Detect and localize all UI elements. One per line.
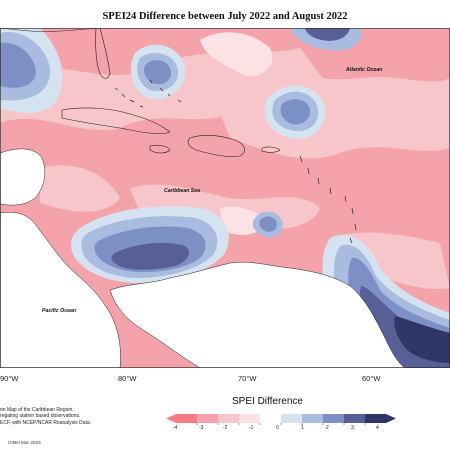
land-south-america xyxy=(109,261,406,368)
colorbar-swatch xyxy=(260,414,281,423)
field-white-band xyxy=(200,32,273,77)
legend-tick-label: 4 xyxy=(376,425,379,431)
colorbar-swatch xyxy=(323,414,344,423)
land-cuba xyxy=(61,107,171,134)
lon-label-90w: 90°W xyxy=(0,374,19,383)
credit-label: CIMH Mar-2023 xyxy=(8,440,41,445)
land-central-america xyxy=(0,212,121,368)
colorbar-legend xyxy=(166,414,396,425)
legend-title: SPEI Difference xyxy=(232,396,303,407)
land-hispaniola xyxy=(187,135,245,157)
colorbar-swatch xyxy=(176,414,197,423)
colorbar-swatch xyxy=(197,414,218,423)
land-yucatan xyxy=(0,148,46,206)
land-bahamas xyxy=(114,79,182,108)
source-line: on Map of the Caribbean Region. xyxy=(0,407,74,413)
lon-label-70w: 70°W xyxy=(238,374,257,383)
colorbar-swatch xyxy=(302,414,323,423)
colorbar-arrow-high xyxy=(386,414,396,423)
land-lesser-antilles xyxy=(299,155,357,244)
legend-tick-label: -4 xyxy=(173,425,178,431)
lon-label-60w: 60°W xyxy=(362,374,381,383)
legend-tick-label: -1 xyxy=(249,425,254,431)
colorbar-arrow-low xyxy=(166,414,176,423)
map-title: SPEI24 Difference between July 2022 and … xyxy=(102,11,348,22)
lon-label-80w: 80°W xyxy=(118,374,137,383)
source-note: on Map of the Caribbean Region. regating… xyxy=(0,407,120,426)
legend-tick-label: 2 xyxy=(326,425,329,431)
colorbar-swatch xyxy=(365,414,386,423)
legend-tick-label: 0 xyxy=(276,425,279,431)
legend-tick-label: -2 xyxy=(223,425,228,431)
land-florida xyxy=(95,28,111,79)
spei-difference-map: Atlantic Ocean Caribbean Sea Pacific Oce… xyxy=(0,28,450,368)
colorbar-swatch xyxy=(239,414,260,423)
colorbar-swatch xyxy=(281,414,302,423)
source-line: ECF, with NCEP/NCAR Reanalysis Data. xyxy=(0,419,92,426)
colorbar-swatch xyxy=(344,414,365,423)
field-light-pink xyxy=(40,165,120,212)
pacific-ocean-label: Pacific Ocean xyxy=(42,308,76,314)
legend-tick-label: 3 xyxy=(351,425,354,431)
atlantic-ocean-label: Atlantic Ocean xyxy=(345,67,382,73)
legend-tick-label: -3 xyxy=(199,425,204,431)
caribbean-sea-label: Caribbean Sea xyxy=(164,188,200,194)
source-line: regating station based observations, xyxy=(0,413,81,420)
legend-tick-label: 1 xyxy=(301,425,304,431)
colorbar-swatch xyxy=(218,414,239,423)
land-puerto-rico xyxy=(261,146,281,153)
land-jamaica xyxy=(149,144,171,154)
